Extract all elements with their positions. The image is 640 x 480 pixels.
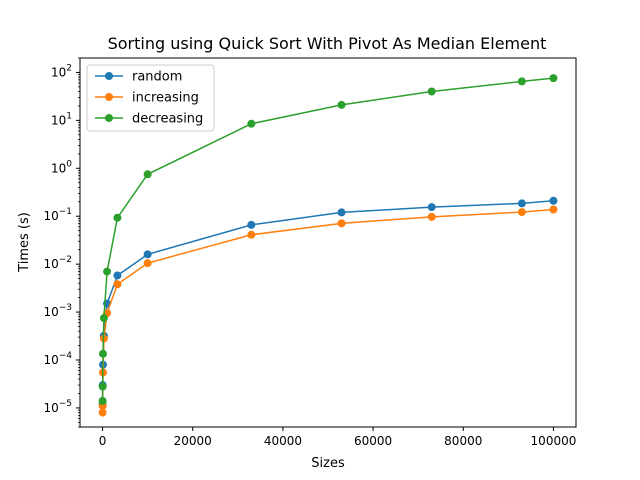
data-point-random	[549, 196, 558, 205]
series-line-decreasing	[101, 77, 554, 401]
x-tick-label: 100000	[531, 434, 577, 448]
chart-title: Sorting using Quick Sort With Pivot As M…	[108, 34, 547, 53]
legend-box	[86, 64, 215, 132]
data-point-decreasing	[99, 314, 108, 323]
data-point-increasing	[143, 259, 152, 268]
x-tick-label: 0	[99, 434, 107, 448]
data-point-decreasing	[103, 267, 112, 276]
y-tick-label: 10−1	[43, 207, 72, 223]
y-axis-label: Times (s)	[17, 212, 32, 273]
plot-area	[98, 74, 558, 417]
data-point-decreasing	[517, 77, 526, 86]
x-axis-label: Sizes	[311, 456, 345, 471]
data-point-random	[427, 203, 436, 212]
data-point-decreasing	[337, 100, 346, 109]
data-point-increasing	[517, 208, 526, 217]
data-point-random	[247, 220, 256, 229]
data-point-decreasing	[247, 119, 256, 128]
data-point-decreasing	[98, 349, 107, 358]
y-tick-label: 100	[51, 159, 72, 175]
data-point-decreasing	[113, 213, 122, 222]
data-point-decreasing	[98, 396, 107, 405]
x-tick-label: 60000	[354, 434, 392, 448]
data-point-increasing	[337, 219, 346, 228]
y-tick-label: 10−3	[43, 303, 72, 319]
data-point-random	[113, 271, 122, 280]
data-point-increasing	[549, 205, 558, 214]
x-tick-label: 80000	[444, 434, 482, 448]
legend: random increasing decreasing	[86, 64, 215, 132]
legend-label-decreasing: decreasing	[132, 112, 203, 127]
y-tick-label: 10−5	[43, 399, 72, 415]
y-tick-label: 102	[51, 63, 72, 79]
x-tick-label: 20000	[174, 434, 212, 448]
data-point-increasing	[98, 408, 107, 417]
legend-marker-decreasing	[105, 114, 113, 122]
data-point-increasing	[113, 280, 122, 289]
data-point-decreasing	[98, 382, 107, 391]
axes-frame	[79, 57, 577, 428]
data-point-random	[337, 208, 346, 217]
y-axis: 10−5 10−4 10−3 10−2 10−1 100 101 102	[43, 57, 80, 428]
data-point-random	[517, 199, 526, 208]
data-point-increasing	[427, 212, 436, 221]
data-point-decreasing	[427, 87, 436, 96]
y-tick-label: 10−4	[43, 351, 72, 367]
data-point-decreasing	[143, 170, 152, 179]
legend-label-increasing: increasing	[132, 91, 199, 106]
legend-marker-random	[105, 72, 113, 80]
x-axis: 0 20000 40000 60000 80000 100000	[99, 427, 577, 448]
legend-marker-increasing	[105, 93, 113, 101]
y-tick-label: 10−2	[43, 255, 72, 271]
x-tick-label: 40000	[264, 434, 302, 448]
data-point-decreasing	[549, 74, 558, 83]
data-point-random	[143, 250, 152, 259]
y-tick-label: 101	[51, 111, 72, 127]
data-point-increasing	[247, 230, 256, 239]
legend-label-random: random	[132, 70, 182, 85]
